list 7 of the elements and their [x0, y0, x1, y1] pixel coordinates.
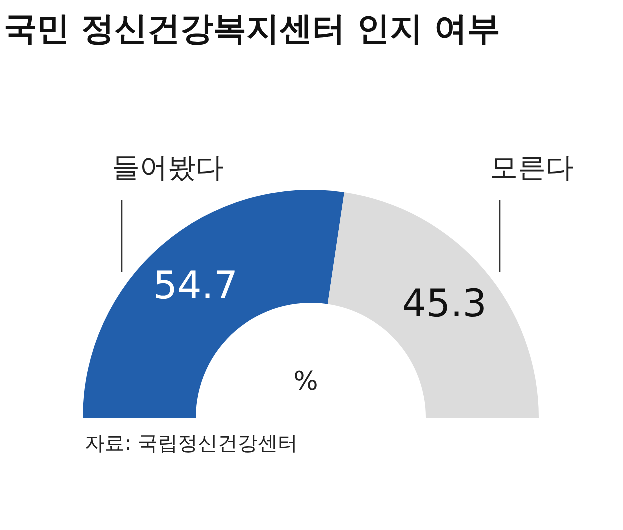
- data-label: 54.7: [153, 263, 238, 308]
- slice-label: 모른다: [490, 151, 574, 184]
- text: %: [294, 367, 318, 397]
- data-label: 45.3: [402, 282, 487, 326]
- slice-label: 들어봤다: [112, 151, 224, 184]
- text: 자료: 국립정신건강센터: [85, 431, 298, 455]
- chart-title: 국민 정신건강복지센터 인지 여부: [4, 9, 500, 48]
